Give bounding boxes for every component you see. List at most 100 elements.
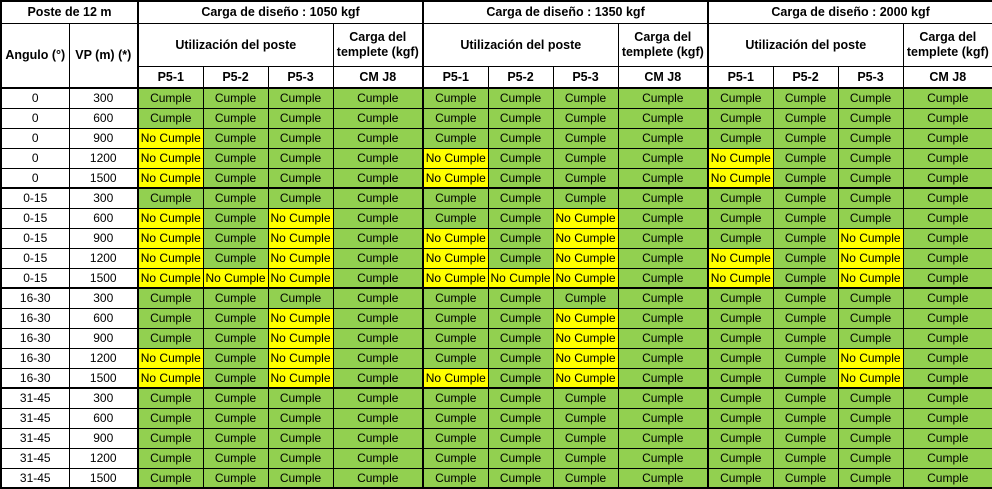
result-cell: Cumple	[837, 447, 904, 469]
result-cell: Cumple	[772, 367, 839, 389]
result-cell: Cumple	[707, 307, 774, 329]
result-cell: Cumple	[137, 327, 204, 349]
result-cell: Cumple	[617, 187, 710, 209]
table-row: 0-15 300 Cumple Cumple Cumple Cumple Cumple Cum…	[0, 187, 992, 209]
angle-cell: 0-15	[0, 227, 70, 249]
result-cell: Cumple	[202, 387, 269, 409]
table-row: 16-30 900 Cumple Cumple No Cumple Cumple Cumpl…	[0, 327, 992, 349]
result-cell: Cumple	[772, 187, 839, 209]
vp-cell: 600	[68, 407, 140, 429]
result-cell: Cumple	[267, 447, 334, 469]
result-cell: Cumple	[707, 187, 774, 209]
result-cell: Cumple	[422, 467, 489, 489]
result-cell: Cumple	[617, 267, 710, 289]
table-row: 16-30 600 Cumple Cumple No Cumple Cumple Cumpl…	[0, 307, 992, 329]
result-cell: No Cumple	[552, 247, 619, 269]
result-cell: Cumple	[772, 387, 839, 409]
vp-cell: 600	[68, 107, 140, 129]
result-cell: Cumple	[422, 327, 489, 349]
result-cell: Cumple	[487, 167, 554, 189]
design-load-header-2000: Carga de diseño : 2000 kgf	[707, 0, 992, 24]
result-cell: Cumple	[137, 187, 204, 209]
angle-cell: 0	[0, 167, 70, 189]
result-cell: Cumple	[707, 407, 774, 429]
result-cell: Cumple	[202, 307, 269, 329]
result-cell: Cumple	[422, 187, 489, 209]
result-cell: Cumple	[772, 407, 839, 429]
result-cell: No Cumple	[552, 367, 619, 389]
result-cell: Cumple	[617, 387, 710, 409]
result-cell: Cumple	[552, 187, 619, 209]
table-row: 16-30 1200 No Cumple Cumple No Cumple Cumple C…	[0, 347, 992, 369]
result-cell: No Cumple	[837, 367, 904, 389]
result-cell: Cumple	[902, 207, 992, 229]
result-cell: Cumple	[202, 167, 269, 189]
col-header-cmj8: CM J8	[617, 65, 710, 89]
result-cell: Cumple	[552, 107, 619, 129]
vp-cell: 1500	[68, 467, 140, 489]
vp-cell: 900	[68, 127, 140, 149]
result-cell: Cumple	[332, 127, 425, 149]
result-cell: Cumple	[332, 267, 425, 289]
result-cell: Cumple	[617, 287, 710, 309]
result-cell: Cumple	[332, 307, 425, 329]
angle-cell: 0	[0, 107, 70, 129]
table-row: 0 900 No Cumple Cumple Cumple Cumple Cumple Cum…	[0, 127, 992, 149]
result-cell: Cumple	[332, 447, 425, 469]
result-cell: Cumple	[137, 87, 204, 109]
result-cell: Cumple	[772, 207, 839, 229]
result-cell: Cumple	[422, 107, 489, 129]
result-cell: Cumple	[902, 227, 992, 249]
result-cell: Cumple	[902, 107, 992, 129]
result-cell: Cumple	[902, 427, 992, 449]
angle-cell: 16-30	[0, 367, 70, 389]
angle-cell: 0-15	[0, 267, 70, 289]
result-cell: Cumple	[772, 247, 839, 269]
table-row: 16-30 1500 No Cumple Cumple No Cumple Cumple N…	[0, 367, 992, 389]
result-cell: No Cumple	[267, 367, 334, 389]
result-cell: No Cumple	[837, 227, 904, 249]
col-header-p5-3: P5-3	[267, 65, 334, 89]
result-cell: Cumple	[772, 267, 839, 289]
result-cell: Cumple	[422, 347, 489, 369]
result-cell: Cumple	[202, 347, 269, 369]
result-cell: No Cumple	[422, 147, 489, 169]
result-cell: Cumple	[552, 467, 619, 489]
result-cell: No Cumple	[267, 227, 334, 249]
result-cell: No Cumple	[487, 267, 554, 289]
result-cell: Cumple	[617, 247, 710, 269]
table-row: 31-45 1500 Cumple Cumple Cumple Cumple Cumple C…	[0, 467, 992, 489]
utilization-header-1350: Utilización del poste	[422, 22, 619, 67]
result-cell: Cumple	[772, 227, 839, 249]
result-cell: Cumple	[202, 247, 269, 269]
result-cell: Cumple	[267, 187, 334, 209]
table-row: 0 600 Cumple Cumple Cumple Cumple Cumple Cumple…	[0, 107, 992, 129]
result-cell: Cumple	[552, 447, 619, 469]
result-cell: Cumple	[202, 187, 269, 209]
result-cell: Cumple	[137, 427, 204, 449]
result-cell: Cumple	[332, 207, 425, 229]
result-cell: Cumple	[137, 107, 204, 129]
result-cell: Cumple	[487, 387, 554, 409]
result-cell: Cumple	[707, 347, 774, 369]
table-row: 31-45 1200 Cumple Cumple Cumple Cumple Cumple C…	[0, 447, 992, 469]
result-cell: Cumple	[487, 147, 554, 169]
angle-cell: 31-45	[0, 427, 70, 449]
result-cell: No Cumple	[137, 347, 204, 369]
result-cell: No Cumple	[267, 307, 334, 329]
result-cell: Cumple	[422, 307, 489, 329]
vp-cell: 1200	[68, 347, 140, 369]
result-cell: Cumple	[772, 347, 839, 369]
result-cell: Cumple	[202, 327, 269, 349]
result-cell: Cumple	[707, 327, 774, 349]
col-header-p5-3: P5-3	[552, 65, 619, 89]
result-cell: Cumple	[552, 427, 619, 449]
result-cell: Cumple	[137, 307, 204, 329]
result-cell: Cumple	[487, 467, 554, 489]
result-cell: Cumple	[422, 87, 489, 109]
vp-cell: 900	[68, 227, 140, 249]
result-cell: Cumple	[332, 407, 425, 429]
result-cell: No Cumple	[137, 127, 204, 149]
result-cell: Cumple	[487, 247, 554, 269]
result-cell: Cumple	[772, 287, 839, 309]
